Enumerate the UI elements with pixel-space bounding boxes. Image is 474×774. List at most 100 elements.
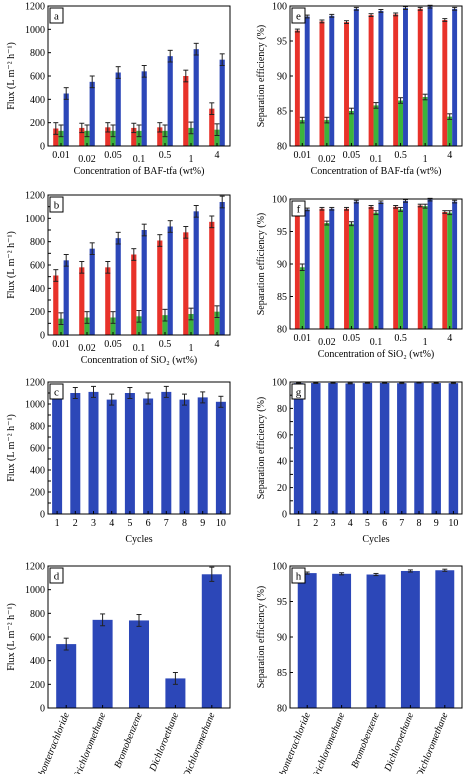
bar-green <box>348 111 354 146</box>
x-tick-label: 1 <box>189 154 194 165</box>
x-tick-label: 0.1 <box>370 337 383 348</box>
bar-blue <box>427 6 433 147</box>
bar-blue <box>293 383 304 514</box>
bar-blue <box>128 620 150 708</box>
bar-red <box>105 127 111 146</box>
panel-letter: a <box>54 11 59 23</box>
x-tick-label: 0.02 <box>318 154 336 165</box>
x-tick-label: 2 <box>73 518 78 529</box>
y-tick-label: 1000 <box>25 25 45 36</box>
bar-green <box>136 316 142 335</box>
bar-blue <box>179 399 190 514</box>
y-tick-label: 60 <box>277 430 287 441</box>
x-category-label: Dichloroethane <box>147 710 181 773</box>
panel-letter-box <box>49 383 64 400</box>
y-tick-label: 95 <box>277 597 287 608</box>
bar-green <box>447 212 453 329</box>
y-tick-label: 0 <box>40 704 45 715</box>
y-tick-label: 600 <box>30 72 45 83</box>
bar-red <box>79 127 85 146</box>
y-tick-label: 200 <box>30 680 45 691</box>
bar-blue <box>167 56 173 146</box>
x-tick-label: 9 <box>200 518 205 529</box>
bar-red <box>417 205 423 329</box>
x-tick-label: 6 <box>382 518 387 529</box>
bar-green <box>136 130 142 146</box>
y-axis-title: Flux (L m⁻² h⁻¹) <box>6 603 17 671</box>
bar-red <box>131 254 137 335</box>
y-tick-label: 400 <box>30 656 45 667</box>
chart-panel-h: 80 85 90 95 100 CarbontetrachlorideTrichlorom… <box>256 562 463 774</box>
chart-panel-b: 0 200 400 600 800 1000 1200 0.01 0.02 0.05 0.1 0.5 1… <box>6 191 231 366</box>
y-tick-label: 400 <box>30 95 45 106</box>
y-axis-title: Flux (L m⁻² h⁻¹) <box>6 42 17 110</box>
x-tick-label: 0.5 <box>159 339 172 350</box>
bar-blue <box>63 260 69 335</box>
y-tick-label: 85 <box>277 107 287 118</box>
y-tick-label: 0 <box>40 331 45 342</box>
bar-red <box>53 128 59 146</box>
bar-blue <box>124 393 135 514</box>
x-tick-label: 10 <box>448 518 458 529</box>
bar-red <box>209 221 215 335</box>
bar-green <box>299 267 305 329</box>
bar-blue <box>311 383 321 514</box>
bar-blue <box>141 71 147 146</box>
bar-green <box>324 120 330 146</box>
y-tick-label: 200 <box>30 307 45 318</box>
y-tick-label: 80 <box>277 704 287 715</box>
panel-letter-box <box>49 196 64 213</box>
bar-red <box>79 267 85 335</box>
bar-blue <box>378 10 384 147</box>
bar-blue <box>328 382 338 514</box>
x-tick-label: 10 <box>216 518 226 529</box>
y-axis-title: Flux (L m⁻² h⁻¹) <box>6 231 17 299</box>
x-tick-label: 4 <box>447 150 452 161</box>
y-tick-label: 800 <box>30 237 45 248</box>
bar-blue <box>379 382 390 514</box>
panel-letter-box <box>49 7 64 24</box>
bar-blue <box>88 391 99 514</box>
bar-red <box>183 232 189 335</box>
y-tick-label: 95 <box>277 227 287 238</box>
bar-green <box>188 314 194 335</box>
bar-blue <box>397 383 407 514</box>
bar-green <box>299 120 305 146</box>
bar-green <box>84 317 90 335</box>
bar-blue <box>362 382 373 514</box>
bar-blue <box>448 383 459 514</box>
bar-green <box>162 315 168 335</box>
x-tick-label: 0.02 <box>78 154 96 165</box>
bar-blue <box>193 49 199 146</box>
bar-red <box>442 20 448 146</box>
y-tick-label: 80 <box>277 325 287 336</box>
x-axis-title: Concentration of BAF-tfa (wt%) <box>74 166 205 177</box>
bar-blue <box>215 401 226 514</box>
bar-blue <box>304 16 310 146</box>
x-tick-label: 0.01 <box>52 150 70 161</box>
bar-blue <box>304 209 310 329</box>
y-tick-label: 95 <box>277 37 287 48</box>
x-axis-title: Cycles <box>125 534 152 545</box>
bar-blue <box>219 202 225 335</box>
y-tick-label: 80 <box>277 142 287 153</box>
bar-blue <box>52 389 63 514</box>
bar-blue <box>115 238 121 335</box>
x-tick-label: 7 <box>399 518 404 529</box>
bar-green <box>162 130 168 146</box>
x-tick-label: 0.02 <box>318 337 336 348</box>
bar-green <box>324 223 330 329</box>
x-tick-label: 0.5 <box>159 150 172 161</box>
x-category-label: Carbontetrachloride <box>272 710 313 774</box>
bar-blue <box>115 72 121 146</box>
x-category-label: Dichloromethane <box>181 710 218 774</box>
bar-red <box>157 240 163 335</box>
x-tick-label: 0.01 <box>294 150 312 161</box>
x-tick-label: 4 <box>109 518 114 529</box>
y-tick-label: 90 <box>277 72 287 83</box>
bar-green <box>110 317 116 335</box>
panel-letter-box <box>291 7 306 24</box>
x-category-label: Trichloromethane <box>71 710 108 774</box>
x-category-label: Dichloroethane <box>382 710 416 773</box>
